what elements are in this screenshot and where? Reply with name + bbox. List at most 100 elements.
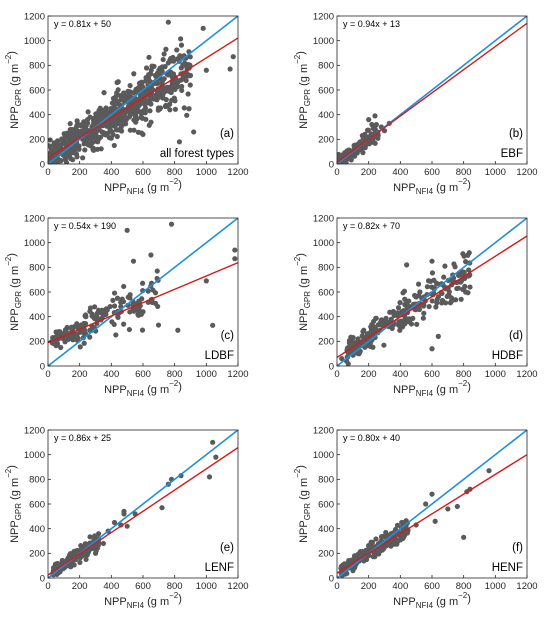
data-point xyxy=(445,506,451,512)
data-point xyxy=(359,133,365,139)
panel-label: (f) xyxy=(512,542,523,554)
data-point xyxy=(168,69,174,75)
y-tick-label: 400 xyxy=(29,312,45,323)
regression-equation: y = 0.81x + 50 xyxy=(54,19,111,29)
y-tick-label: 600 xyxy=(318,499,334,510)
plot-area xyxy=(48,218,238,366)
data-point xyxy=(394,310,400,316)
data-point xyxy=(159,505,165,511)
data-point xyxy=(417,289,423,295)
x-tick-label: 0 xyxy=(334,167,339,178)
data-point xyxy=(146,54,152,60)
y-tick-label: 1200 xyxy=(24,425,45,436)
data-point xyxy=(175,84,181,90)
data-point xyxy=(432,518,438,524)
data-point xyxy=(439,290,445,297)
x-tick-label: 200 xyxy=(361,369,377,380)
data-point xyxy=(127,292,133,298)
data-point xyxy=(406,304,412,310)
data-point xyxy=(161,51,167,57)
x-tick-label: 800 xyxy=(456,167,472,178)
data-point xyxy=(126,326,133,333)
data-point xyxy=(232,256,238,262)
y-axis-label: NPPGPR (g m−2) xyxy=(4,51,23,129)
data-point xyxy=(124,227,130,233)
data-point xyxy=(125,88,131,94)
data-point xyxy=(153,80,159,86)
y-axis-label: NPPGPR (g m−2) xyxy=(293,465,312,543)
one-to-one-line xyxy=(337,218,527,366)
y-tick-label: 600 xyxy=(29,499,45,510)
panel-label: (d) xyxy=(509,330,523,342)
y-tick-label: 1200 xyxy=(313,425,334,436)
data-point xyxy=(155,107,161,113)
data-point xyxy=(131,127,137,133)
data-point xyxy=(137,92,144,99)
data-point xyxy=(108,105,114,112)
data-point xyxy=(206,474,213,480)
data-point xyxy=(444,293,450,300)
data-point xyxy=(348,334,354,340)
data-point xyxy=(111,142,117,149)
data-point xyxy=(48,149,54,155)
data-point xyxy=(58,344,64,351)
y-tick-label: 200 xyxy=(318,337,334,348)
y-tick-label: 800 xyxy=(318,475,334,486)
data-point xyxy=(115,79,121,85)
data-point xyxy=(356,351,362,357)
data-point xyxy=(434,300,440,306)
x-tick-label: 400 xyxy=(392,581,408,592)
data-point xyxy=(97,309,104,316)
x-tick-label: 0 xyxy=(334,369,339,380)
data-point xyxy=(70,157,76,163)
plot-area xyxy=(337,16,527,164)
data-point xyxy=(121,90,127,96)
one-to-one-line xyxy=(48,16,238,164)
data-point xyxy=(82,147,88,153)
x-tick-label: 1000 xyxy=(485,581,506,592)
data-point xyxy=(77,344,83,350)
data-point xyxy=(67,126,73,133)
data-point xyxy=(210,322,216,328)
x-tick-label: 400 xyxy=(103,167,119,178)
y-tick-label: 800 xyxy=(29,263,45,274)
y-tick-label: 1000 xyxy=(24,36,45,47)
data-point xyxy=(366,544,372,551)
data-point xyxy=(109,129,115,135)
x-tick-label: 1200 xyxy=(516,167,537,178)
x-tick-label: 1200 xyxy=(227,581,248,592)
x-tick-label: 800 xyxy=(456,581,472,592)
x-tick-label: 200 xyxy=(72,167,88,178)
y-tick-label: 400 xyxy=(318,524,334,535)
data-point xyxy=(346,147,352,154)
data-point xyxy=(402,316,408,322)
data-point xyxy=(109,100,115,106)
y-tick-label: 800 xyxy=(318,61,334,72)
data-point xyxy=(92,304,98,310)
regression-line xyxy=(337,454,527,574)
data-point xyxy=(203,67,209,73)
x-tick-label: 400 xyxy=(103,581,119,592)
data-point xyxy=(136,80,143,86)
data-point xyxy=(369,539,376,545)
data-point xyxy=(455,272,462,278)
y-tick-label: 800 xyxy=(318,263,334,274)
data-point xyxy=(118,97,124,103)
data-point xyxy=(121,321,127,327)
data-point xyxy=(97,105,103,111)
data-point xyxy=(127,127,133,133)
data-point xyxy=(82,321,89,327)
y-axis-label: NPPGPR (g m−2) xyxy=(4,253,23,331)
chart-panel-f: 0 200 400 600 800 1000 1200 0 200 400 600 800 1000 12… xyxy=(293,425,538,610)
data-point xyxy=(72,129,78,135)
data-point xyxy=(453,297,459,303)
x-tick-label: 1200 xyxy=(516,369,537,380)
data-point xyxy=(54,138,61,144)
forest-type-label: EBF xyxy=(501,148,523,160)
y-tick-label: 600 xyxy=(318,85,334,96)
data-point xyxy=(435,333,441,339)
data-point xyxy=(74,118,80,124)
data-point xyxy=(54,145,61,151)
data-point xyxy=(467,284,473,290)
x-tick-label: 0 xyxy=(45,167,50,178)
